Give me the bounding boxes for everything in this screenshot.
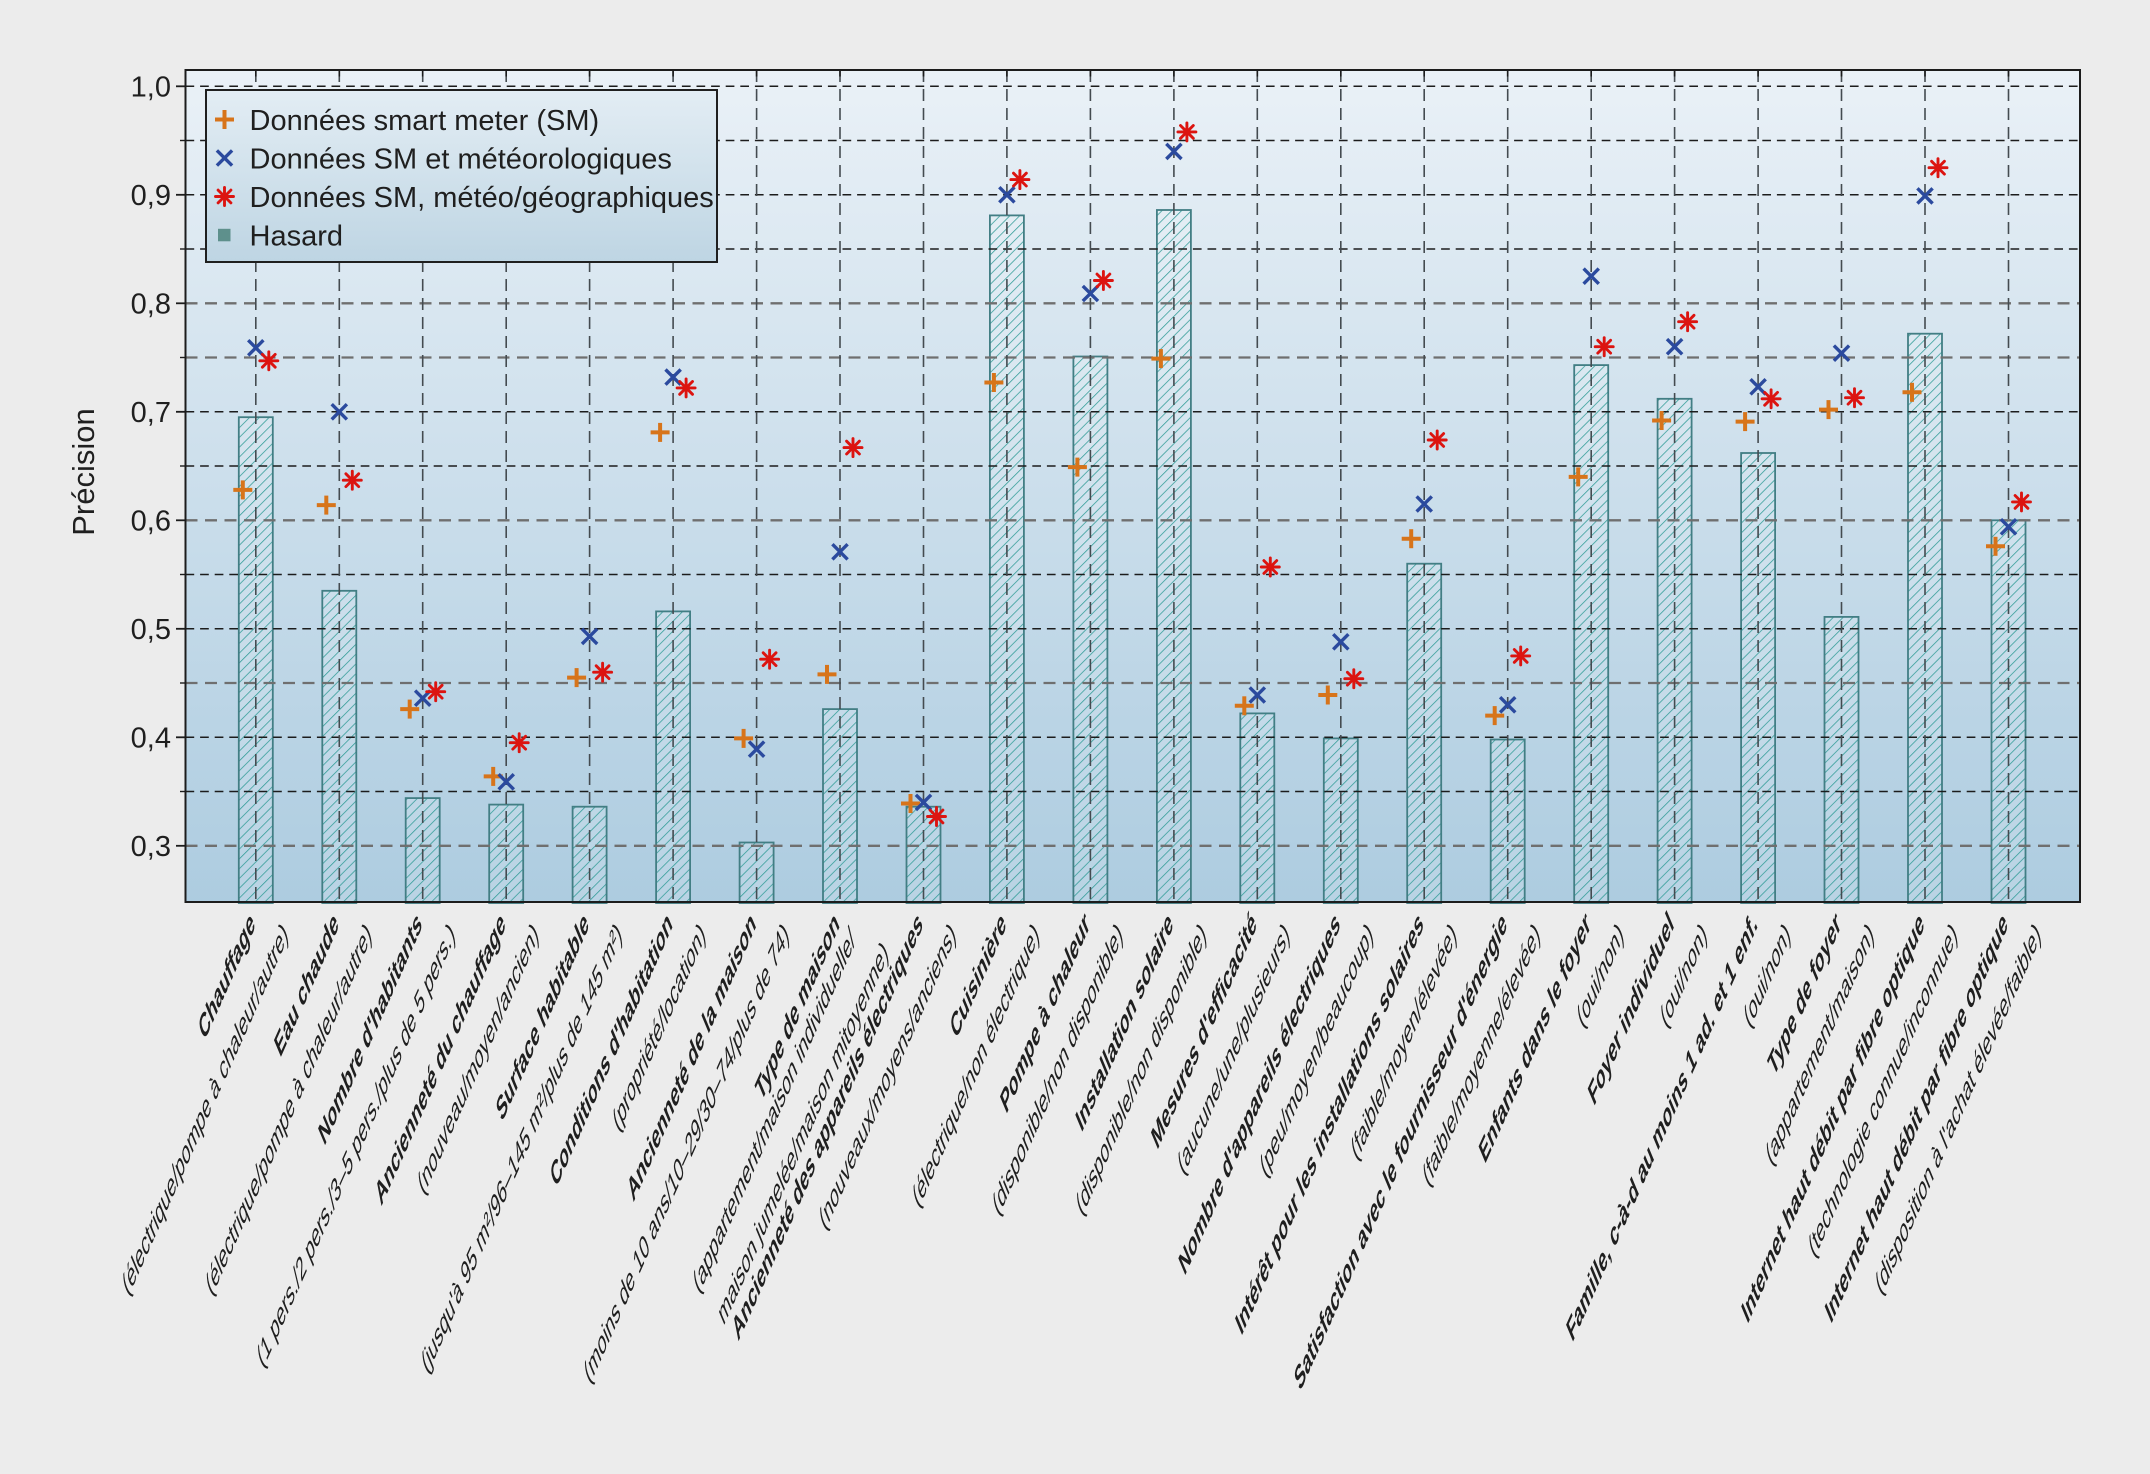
svg-text:0,3: 0,3	[131, 831, 171, 863]
svg-text:0,6: 0,6	[131, 505, 171, 537]
svg-text:0,5: 0,5	[131, 614, 171, 646]
svg-text:Données SM et météorologiques: Données SM et météorologiques	[250, 144, 672, 176]
svg-text:0,4: 0,4	[131, 722, 171, 754]
svg-text:Hasard: Hasard	[250, 221, 344, 253]
svg-text:0,9: 0,9	[131, 180, 171, 212]
svg-text:Précision: Précision	[66, 408, 101, 536]
svg-text:0,8: 0,8	[131, 288, 171, 320]
svg-text:1,0: 1,0	[131, 71, 171, 103]
svg-text:Données smart meter (SM): Données smart meter (SM)	[250, 105, 600, 137]
svg-text:0,7: 0,7	[131, 397, 171, 429]
svg-text:Données SM, météo/géographique: Données SM, météo/géographiques	[250, 182, 714, 214]
